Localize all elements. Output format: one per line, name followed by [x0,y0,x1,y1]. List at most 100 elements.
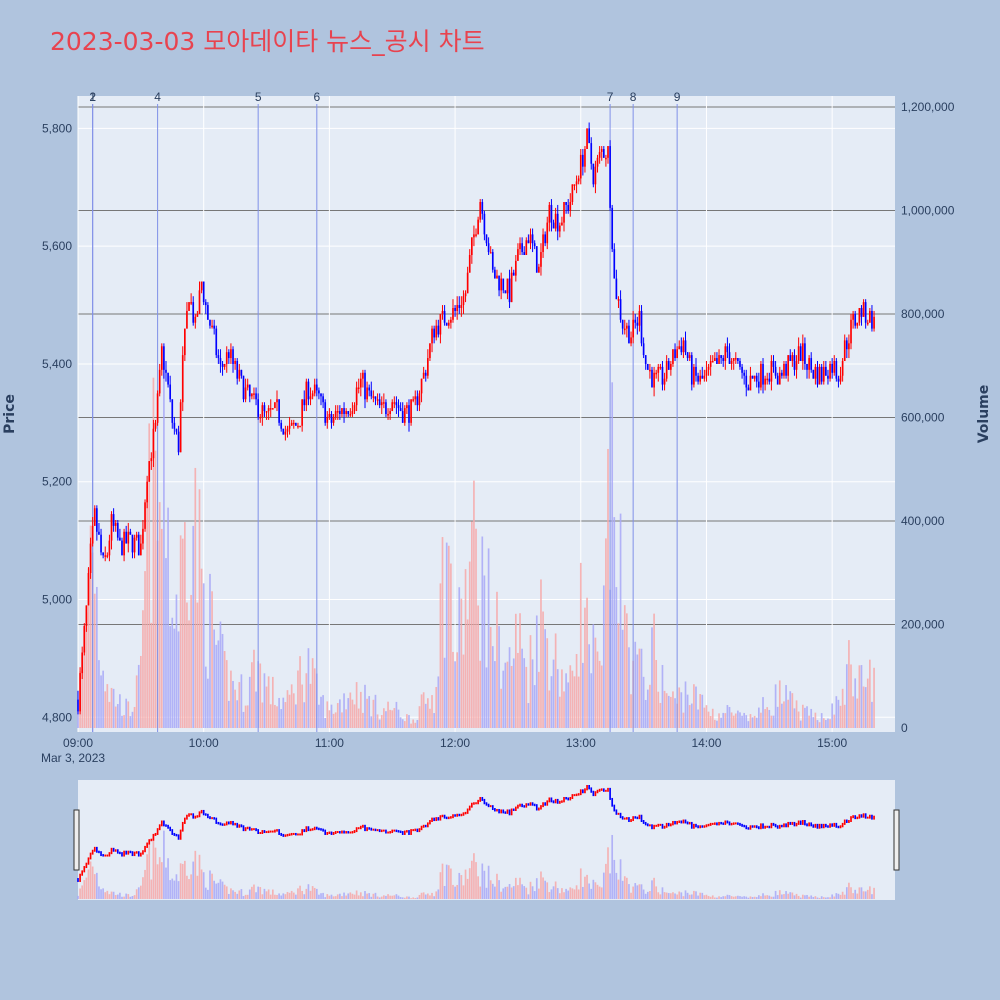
mini-candle [510,808,513,816]
mini-volume-bar [787,893,789,899]
candle-body [322,396,324,403]
volume-bar [450,563,452,728]
mini-candle [848,820,850,823]
candle-body [646,363,649,370]
price-tick-label: 5,800 [42,121,72,135]
mini-volume-bar [368,893,371,899]
mini-volume-bar [244,894,247,899]
mini-volume-bar [565,888,567,899]
mini-volume-bar [87,869,90,899]
mini-volume-bar [343,892,345,899]
volume-bar [517,652,519,728]
candle-body [686,352,689,359]
mini-candle [791,821,794,825]
volume-bar [255,691,257,728]
candle-body [527,240,530,244]
mini-candle [827,825,829,828]
mini-volume-bar [517,885,519,899]
candle-body [305,381,308,406]
candle-body [558,225,561,232]
mini-candle [184,817,186,824]
mini-volume-bar [288,892,291,899]
mini-volume-bar [615,872,618,899]
volume-bar [810,708,813,728]
range-slider[interactable] [78,780,895,900]
mini-volume-bar [720,897,722,899]
volume-bar [500,688,503,728]
volume-bar [389,709,391,728]
mini-volume-bar [242,896,245,899]
candle-body [825,366,827,376]
event-label: 7 [607,90,614,104]
mini-candle [737,822,739,825]
mini-volume-bar [167,858,169,899]
volume-bar [391,710,394,728]
mini-candle [433,817,435,822]
mini-volume-bar [489,880,492,899]
mini-volume-bar [544,880,546,899]
mini-candle [475,802,477,805]
mini-candle [653,824,655,830]
mini-volume-bar [793,895,796,899]
mini-volume-bar [179,863,182,899]
candle-body [165,369,167,373]
mini-candle [512,808,515,811]
mini-volume-bar [265,891,268,899]
volume-bar [697,709,699,728]
volume-tick-label: 0 [901,721,908,735]
mini-candle [489,805,492,808]
candle-body [77,699,79,712]
volume-bar [695,686,697,728]
candle-body [502,278,505,291]
mini-candle [605,789,607,792]
mini-volume-bar [374,892,377,899]
mini-volume-bar [531,886,534,899]
mini-candle [441,814,444,818]
candle-body [538,266,540,273]
mini-volume-bar [619,859,622,899]
candle-body [91,525,94,544]
mini-candle [278,829,280,835]
candle-body [458,305,461,308]
volume-bar [751,717,754,728]
mini-candle [198,811,201,818]
candle-body [508,278,511,303]
candle-body [770,361,773,382]
candle-body [791,355,794,361]
volume-bar [747,721,750,728]
mini-candle [112,847,115,852]
range-slider-candles [77,785,875,882]
mini-volume-bar [644,893,647,899]
mini-volume-bar [766,895,769,899]
mini-volume-bar [77,895,79,899]
candle-body [163,346,165,370]
candle-body [565,202,567,205]
price-tick-label: 5,200 [42,475,72,489]
volume-bar [142,610,144,728]
mini-volume-bar [768,895,771,899]
mini-candle [542,802,544,808]
volume-bar [196,602,199,728]
mini-volume-bar [165,867,167,899]
mini-candle [755,825,758,829]
volume-bar [741,715,743,728]
mini-candle [575,793,578,797]
mini-candle [665,822,668,828]
volume-bar [468,561,471,728]
range-slider-right-handle[interactable] [893,809,900,871]
candle-body [456,305,459,311]
mini-volume-bar [680,892,683,899]
volume-bar [288,694,291,728]
candle-body [663,378,666,385]
mini-volume-bar [376,896,379,899]
event-label: 1 [89,90,96,104]
range-slider-left-handle[interactable] [73,809,80,871]
mini-volume-bar [403,897,406,899]
mini-candle [443,814,446,819]
mini-candle [600,788,603,791]
mini-candle [336,831,339,834]
candle-body [768,378,771,382]
mini-volume-bar [458,872,461,899]
mini-volume-bar [783,894,785,899]
candle-body [336,411,339,413]
